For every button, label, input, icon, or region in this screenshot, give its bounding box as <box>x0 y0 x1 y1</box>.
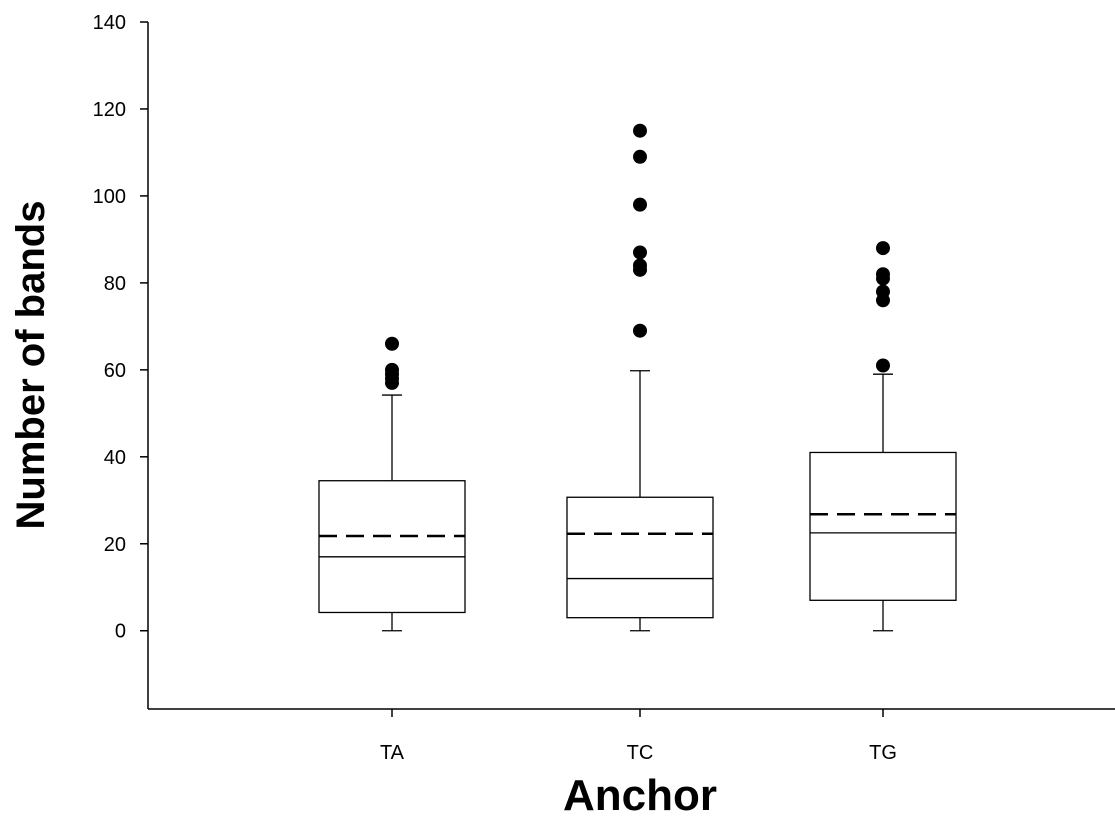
outlier-point <box>876 267 890 282</box>
box-ta <box>318 336 466 632</box>
x-tick-label: TC <box>627 742 654 764</box>
y-tick-label: 120 <box>93 99 126 121</box>
y-axis-ticks: 0 20 40 60 80 100 120 140 <box>93 12 148 643</box>
y-tick-label: 140 <box>93 12 126 34</box>
outlier-point <box>876 241 890 256</box>
outlier-point <box>876 284 890 299</box>
x-tick-label: TA <box>380 742 405 764</box>
box-tg <box>809 241 957 632</box>
x-axis-title: Anchor <box>563 771 717 820</box>
y-tick-label: 60 <box>104 360 126 382</box>
outlier-point <box>633 245 647 260</box>
outlier-point <box>633 149 647 164</box>
outlier-point <box>876 358 890 373</box>
outlier-point <box>633 323 647 338</box>
y-tick-label: 100 <box>93 186 126 208</box>
y-tick-label: 40 <box>104 447 126 469</box>
outlier-point <box>633 197 647 212</box>
iqr-box <box>318 480 466 614</box>
plot-axes <box>147 22 1115 710</box>
y-tick-label: 0 <box>115 621 126 643</box>
outlier-point <box>633 123 647 138</box>
x-tick-label: TG <box>869 742 897 764</box>
box-series <box>318 123 957 632</box>
iqr-box <box>809 451 957 601</box>
y-tick-label: 20 <box>104 534 126 556</box>
y-axis-title: Number of bands <box>9 201 53 530</box>
outlier-point <box>385 336 399 351</box>
outlier-point <box>633 258 647 273</box>
x-axis-ticks: TA TC TG <box>380 709 897 764</box>
outlier-point <box>385 362 399 377</box>
y-tick-label: 80 <box>104 273 126 295</box>
iqr-box <box>566 496 714 619</box>
box-tc <box>566 123 714 632</box>
